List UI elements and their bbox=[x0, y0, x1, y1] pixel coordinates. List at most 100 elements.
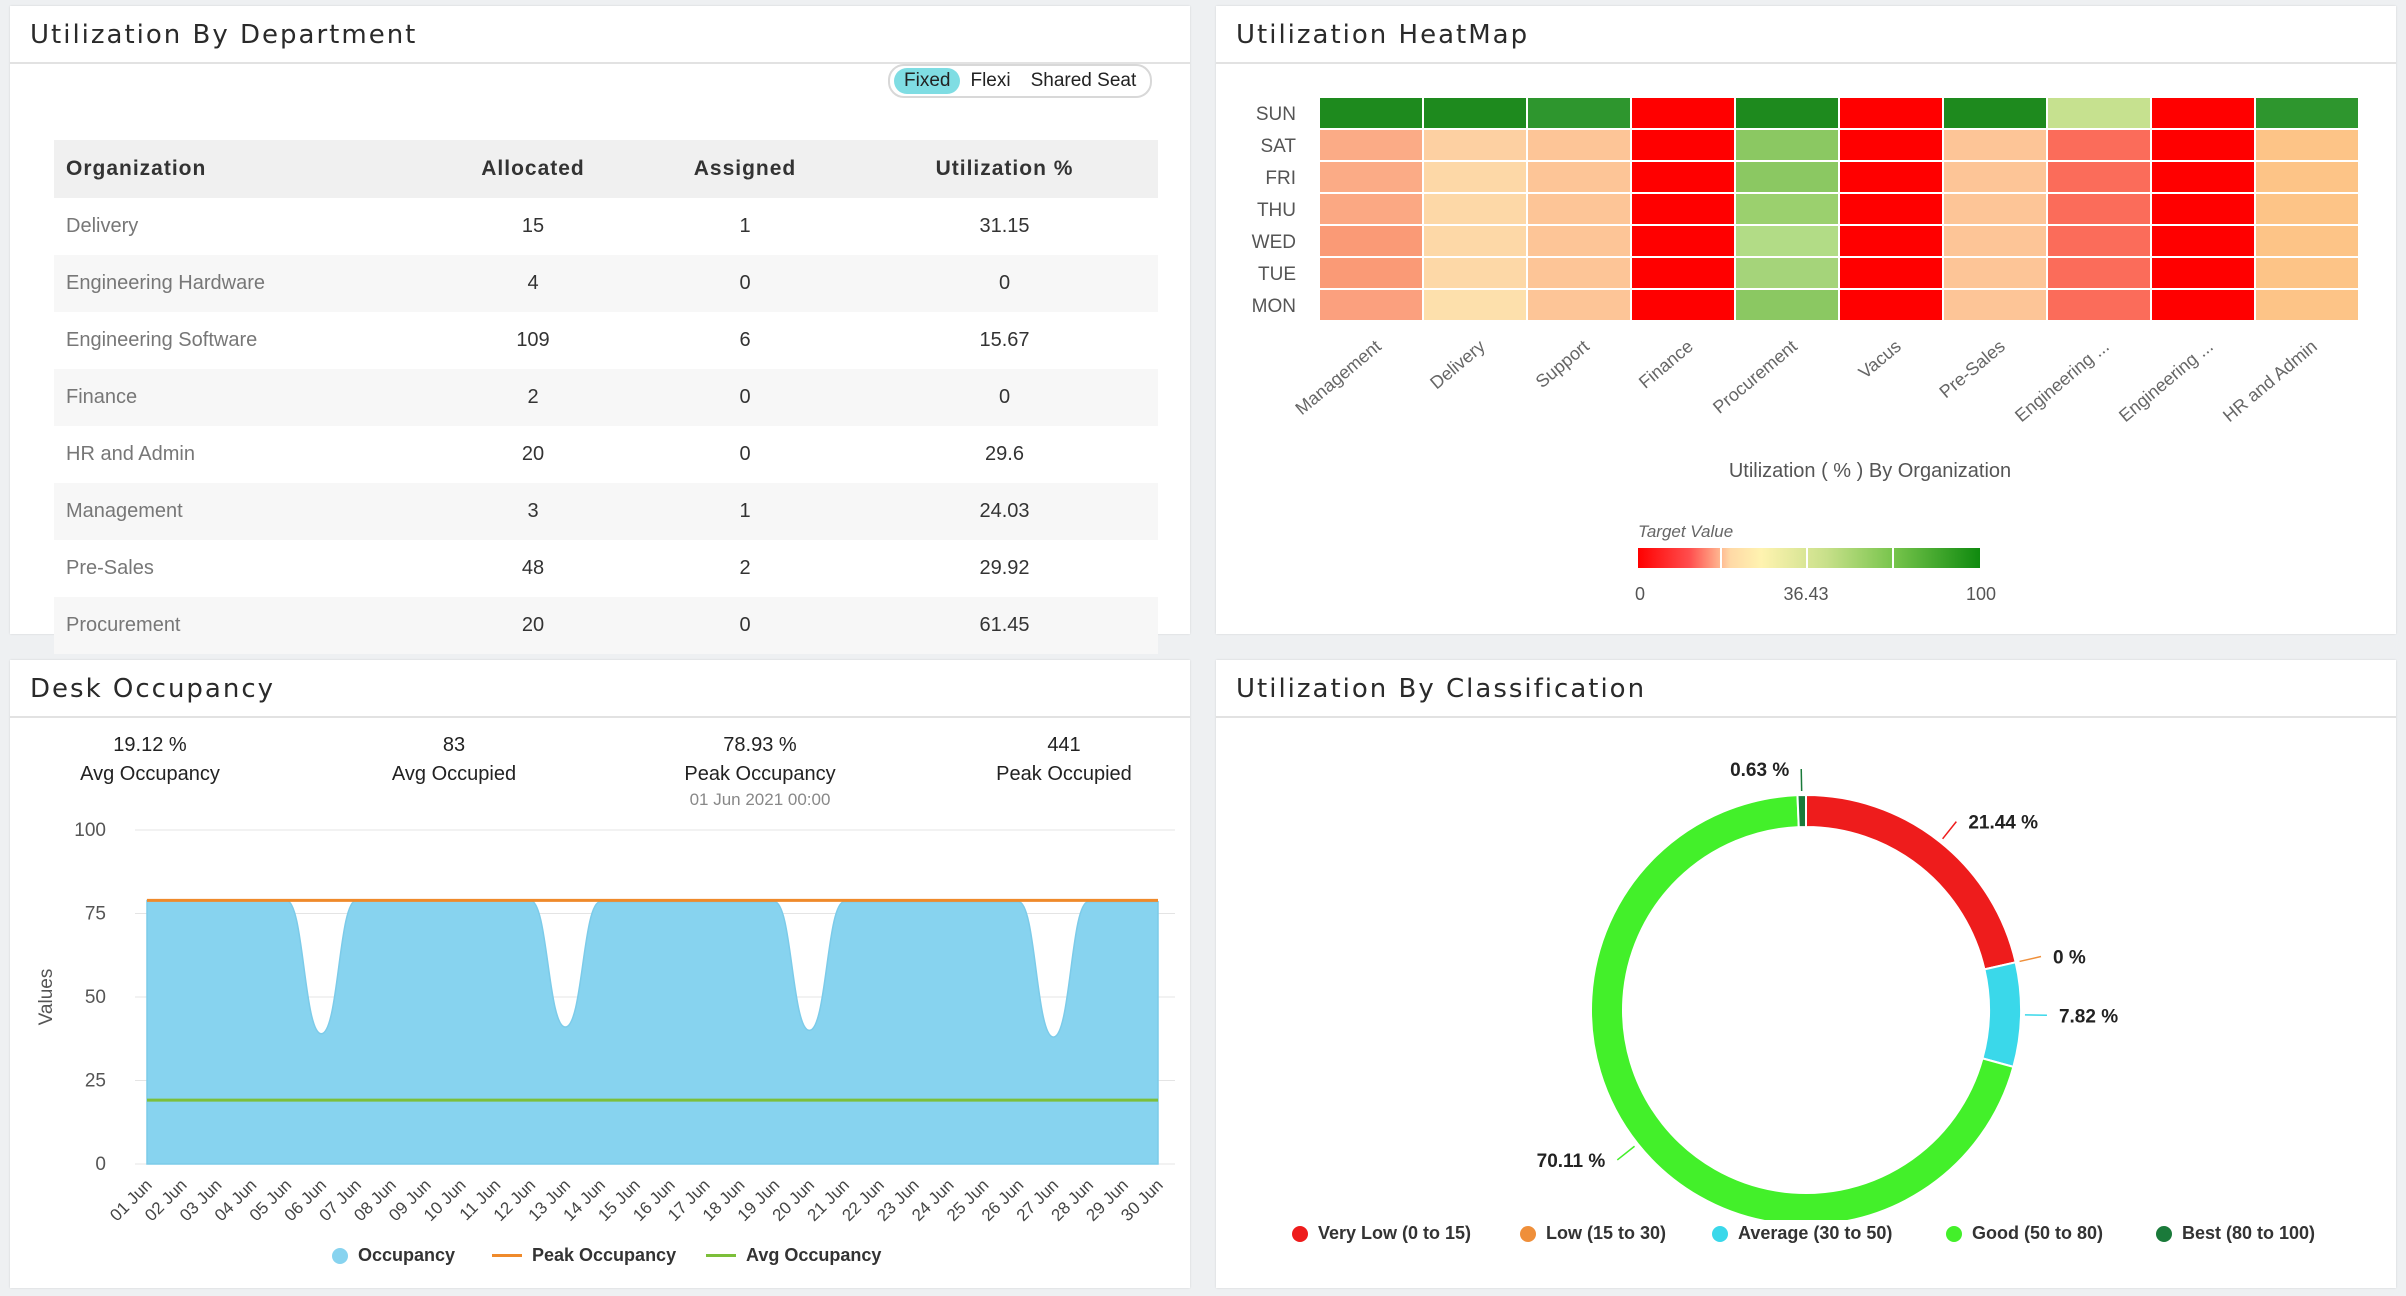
circle-icon bbox=[1946, 1225, 1962, 1242]
heatmap-cell[interactable] bbox=[1320, 226, 1422, 256]
col-assigned[interactable]: Assigned bbox=[639, 140, 851, 198]
toggle-fixed[interactable]: Fixed bbox=[894, 68, 961, 94]
heatmap-cell[interactable] bbox=[2152, 258, 2254, 288]
heatmap-legend-title: Target Value bbox=[1638, 522, 1734, 541]
heatmap-cell[interactable] bbox=[1736, 130, 1838, 160]
divider bbox=[1216, 62, 2396, 64]
heatmap-cell[interactable] bbox=[2048, 290, 2150, 320]
heatmap-cell[interactable] bbox=[1528, 162, 1630, 192]
heatmap-cell[interactable] bbox=[2256, 226, 2358, 256]
heatmap-cell[interactable] bbox=[1424, 290, 1526, 320]
heatmap-cell[interactable] bbox=[1840, 258, 1942, 288]
heatmap-cell[interactable] bbox=[1528, 98, 1630, 128]
heatmap-cell[interactable] bbox=[1632, 98, 1734, 128]
table-row[interactable]: Management 3 1 24.03 bbox=[54, 483, 1158, 540]
heatmap-cell[interactable] bbox=[2256, 194, 2358, 224]
heatmap-cell[interactable] bbox=[1632, 162, 1734, 192]
heatmap-cell[interactable] bbox=[2256, 162, 2358, 192]
col-allocated[interactable]: Allocated bbox=[427, 140, 639, 198]
heatmap-cell[interactable] bbox=[1632, 226, 1734, 256]
heatmap-cell[interactable] bbox=[1632, 130, 1734, 160]
heatmap-cell[interactable] bbox=[1424, 194, 1526, 224]
table-row[interactable]: Engineering Software 109 6 15.67 bbox=[54, 312, 1158, 369]
stat-timestamp: 01 Jun 2021 00:00 bbox=[689, 790, 831, 809]
heatmap-cell[interactable] bbox=[1840, 194, 1942, 224]
heatmap-cell[interactable] bbox=[2152, 226, 2254, 256]
heatmap-cell[interactable] bbox=[1736, 98, 1838, 128]
heatmap-cell[interactable] bbox=[2048, 162, 2150, 192]
heatmap-cell[interactable] bbox=[1840, 226, 1942, 256]
heatmap-cell[interactable] bbox=[1320, 130, 1422, 160]
heatmap-cell[interactable] bbox=[1424, 258, 1526, 288]
legend-avg-occupancy[interactable]: Avg Occupancy bbox=[706, 1245, 881, 1266]
legend-item[interactable]: Best (80 to 100) bbox=[2156, 1223, 2315, 1244]
heatmap-cell[interactable] bbox=[1424, 98, 1526, 128]
heatmap-cell[interactable] bbox=[1736, 290, 1838, 320]
heatmap-cell[interactable] bbox=[2152, 130, 2254, 160]
heatmap-cell[interactable] bbox=[1528, 290, 1630, 320]
toggle-flexi[interactable]: Flexi bbox=[970, 70, 1011, 91]
heatmap-cell[interactable] bbox=[1528, 194, 1630, 224]
heatmap-cell[interactable] bbox=[2152, 194, 2254, 224]
cell-assigned: 0 bbox=[639, 255, 851, 312]
heatmap-cell[interactable] bbox=[1320, 98, 1422, 128]
heatmap-cell[interactable] bbox=[1320, 290, 1422, 320]
heatmap-cell[interactable] bbox=[1840, 130, 1942, 160]
heatmap-cell[interactable] bbox=[2048, 258, 2150, 288]
heatmap-cell[interactable] bbox=[2048, 98, 2150, 128]
legend-item[interactable]: Average (30 to 50) bbox=[1712, 1223, 1892, 1244]
heatmap-cell[interactable] bbox=[1944, 290, 2046, 320]
heatmap-cell[interactable] bbox=[1528, 130, 1630, 160]
table-row[interactable]: Engineering Hardware 4 0 0 bbox=[54, 255, 1158, 312]
heatmap-cell[interactable] bbox=[1320, 162, 1422, 192]
heatmap-cell[interactable] bbox=[1944, 226, 2046, 256]
table-row[interactable]: Delivery 15 1 31.15 bbox=[54, 198, 1158, 255]
heatmap-cell[interactable] bbox=[1320, 194, 1422, 224]
heatmap-cell[interactable] bbox=[1840, 98, 1942, 128]
table-row[interactable]: Finance 2 0 0 bbox=[54, 369, 1158, 426]
table-row[interactable]: Pre-Sales 48 2 29.92 bbox=[54, 540, 1158, 597]
heatmap-cell[interactable] bbox=[2256, 130, 2358, 160]
seat-type-toggle[interactable]: Fixed Flexi Shared Seat bbox=[888, 64, 1153, 98]
heatmap-cell[interactable] bbox=[1424, 226, 1526, 256]
heatmap-cell[interactable] bbox=[2048, 130, 2150, 160]
legend-item[interactable]: Very Low (0 to 15) bbox=[1292, 1223, 1471, 1244]
heatmap-cell[interactable] bbox=[1736, 162, 1838, 192]
heatmap-cell[interactable] bbox=[1736, 226, 1838, 256]
heatmap-cell[interactable] bbox=[2256, 258, 2358, 288]
table-row[interactable]: HR and Admin 20 0 29.6 bbox=[54, 426, 1158, 483]
table-row[interactable]: Procurement 20 0 61.45 bbox=[54, 597, 1158, 654]
heatmap-cell[interactable] bbox=[2048, 226, 2150, 256]
heatmap-cell[interactable] bbox=[1840, 290, 1942, 320]
legend-item[interactable]: Good (50 to 80) bbox=[1946, 1223, 2103, 1244]
heatmap-cell[interactable] bbox=[1944, 258, 2046, 288]
heatmap-cell[interactable] bbox=[1320, 258, 1422, 288]
heatmap-cell[interactable] bbox=[1424, 130, 1526, 160]
legend-peak-occupancy[interactable]: Peak Occupancy bbox=[492, 1245, 676, 1266]
col-utilization[interactable]: Utilization % bbox=[851, 140, 1158, 198]
col-organization[interactable]: Organization bbox=[54, 140, 427, 198]
stat-label: Peak Occupancy bbox=[684, 763, 836, 785]
heatmap-cell[interactable] bbox=[2048, 194, 2150, 224]
toggle-shared-seat[interactable]: Shared Seat bbox=[1030, 70, 1137, 91]
heatmap-cell[interactable] bbox=[1528, 226, 1630, 256]
heatmap-cell[interactable] bbox=[1944, 98, 2046, 128]
heatmap-cell[interactable] bbox=[2152, 290, 2254, 320]
heatmap-cell[interactable] bbox=[1632, 258, 1734, 288]
heatmap-cell[interactable] bbox=[1944, 194, 2046, 224]
heatmap-cell[interactable] bbox=[1944, 130, 2046, 160]
heatmap-cell[interactable] bbox=[1736, 258, 1838, 288]
heatmap-cell[interactable] bbox=[1632, 194, 1734, 224]
heatmap-cell[interactable] bbox=[1632, 290, 1734, 320]
legend-item[interactable]: Low (15 to 30) bbox=[1520, 1223, 1666, 1244]
heatmap-cell[interactable] bbox=[1736, 194, 1838, 224]
heatmap-cell[interactable] bbox=[2152, 162, 2254, 192]
heatmap-cell[interactable] bbox=[1840, 162, 1942, 192]
heatmap-cell[interactable] bbox=[1424, 162, 1526, 192]
heatmap-cell[interactable] bbox=[1528, 258, 1630, 288]
legend-occupancy[interactable]: Occupancy bbox=[332, 1245, 455, 1266]
heatmap-cell[interactable] bbox=[2152, 98, 2254, 128]
heatmap-cell[interactable] bbox=[2256, 98, 2358, 128]
heatmap-cell[interactable] bbox=[2256, 290, 2358, 320]
heatmap-cell[interactable] bbox=[1944, 162, 2046, 192]
